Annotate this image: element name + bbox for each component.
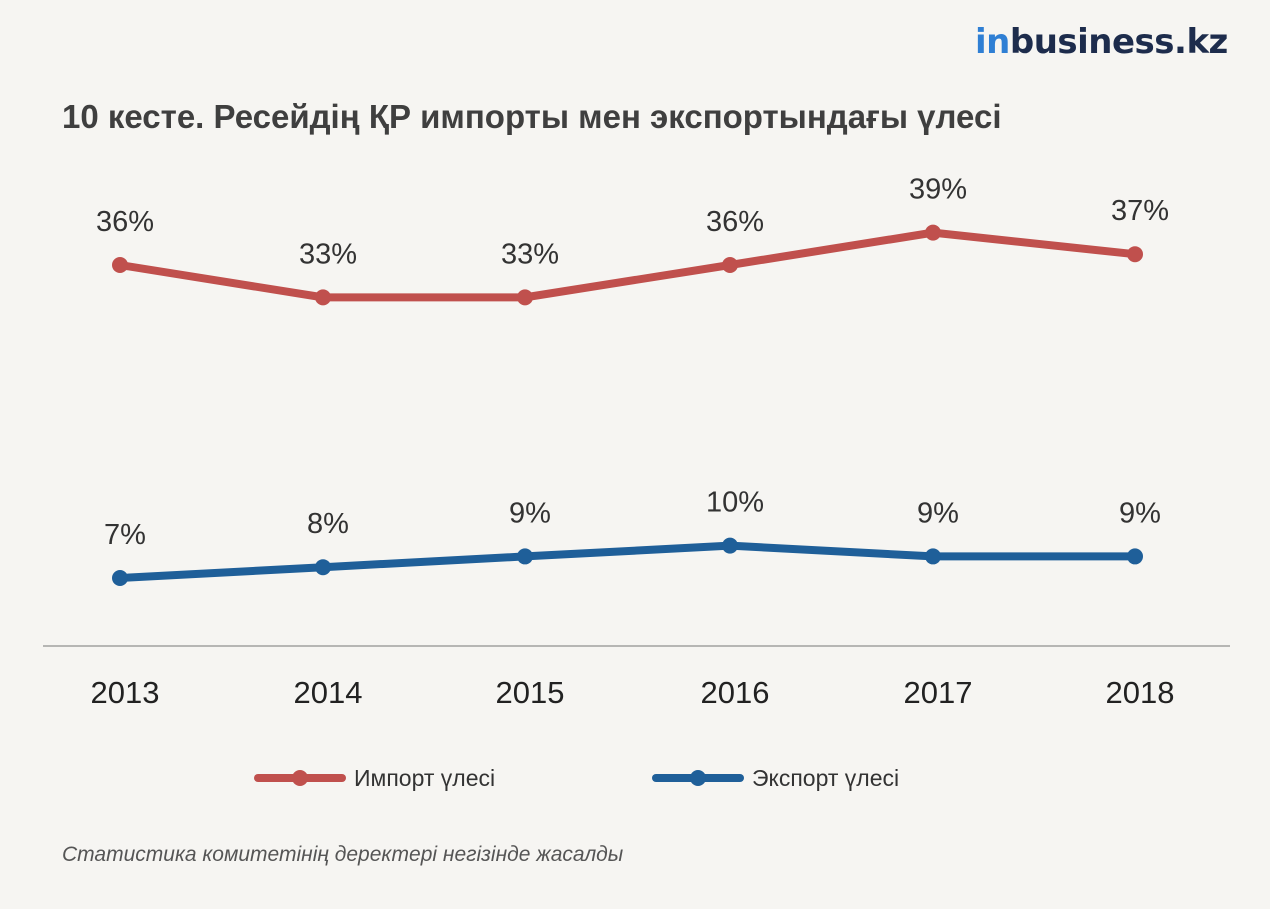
- legend-marker: [292, 770, 308, 786]
- brand-logo: inbusiness.kz: [975, 22, 1228, 62]
- data-point: [315, 289, 331, 306]
- x-tick-label: 2016: [701, 675, 770, 710]
- x-tick-label: 2014: [294, 675, 363, 710]
- legend-label: Экспорт үлесі: [752, 765, 899, 791]
- data-label: 8%: [307, 508, 349, 540]
- legend-marker: [690, 770, 706, 786]
- data-point: [925, 548, 941, 565]
- legend-label: Импорт үлесі: [354, 765, 495, 791]
- data-point: [517, 548, 533, 565]
- data-label: 36%: [96, 206, 154, 238]
- data-label: 7%: [104, 519, 146, 551]
- data-point: [517, 289, 533, 306]
- data-label: 10%: [706, 487, 764, 519]
- data-point: [1127, 246, 1143, 263]
- data-point: [925, 224, 941, 241]
- logo-prefix: in: [975, 22, 1010, 62]
- data-label: 36%: [706, 206, 764, 238]
- data-label: 33%: [299, 238, 357, 270]
- data-label: 9%: [917, 497, 959, 529]
- data-point: [112, 570, 128, 586]
- data-point: [112, 257, 128, 273]
- x-tick-label: 2018: [1106, 675, 1175, 710]
- logo-text: business.kz: [1009, 22, 1229, 62]
- data-label: 9%: [509, 497, 551, 529]
- x-tick-label: 2017: [904, 675, 973, 710]
- series-line: [116, 541, 1139, 582]
- x-tick-label: 2013: [91, 675, 160, 710]
- chart-title: 10 кесте. Ресейдің ҚР импорты мен экспор…: [62, 98, 1002, 135]
- data-label: 9%: [1119, 497, 1161, 529]
- series-line: [116, 228, 1139, 302]
- data-label: 33%: [501, 238, 559, 270]
- data-label: 39%: [909, 174, 967, 206]
- data-point: [722, 537, 738, 554]
- data-point: [1127, 548, 1143, 565]
- source-note: Статистика комитетінің деректері негізін…: [62, 843, 624, 866]
- data-label: 37%: [1111, 195, 1169, 227]
- x-tick-label: 2015: [496, 675, 565, 710]
- data-point: [315, 559, 331, 576]
- data-point: [722, 257, 738, 273]
